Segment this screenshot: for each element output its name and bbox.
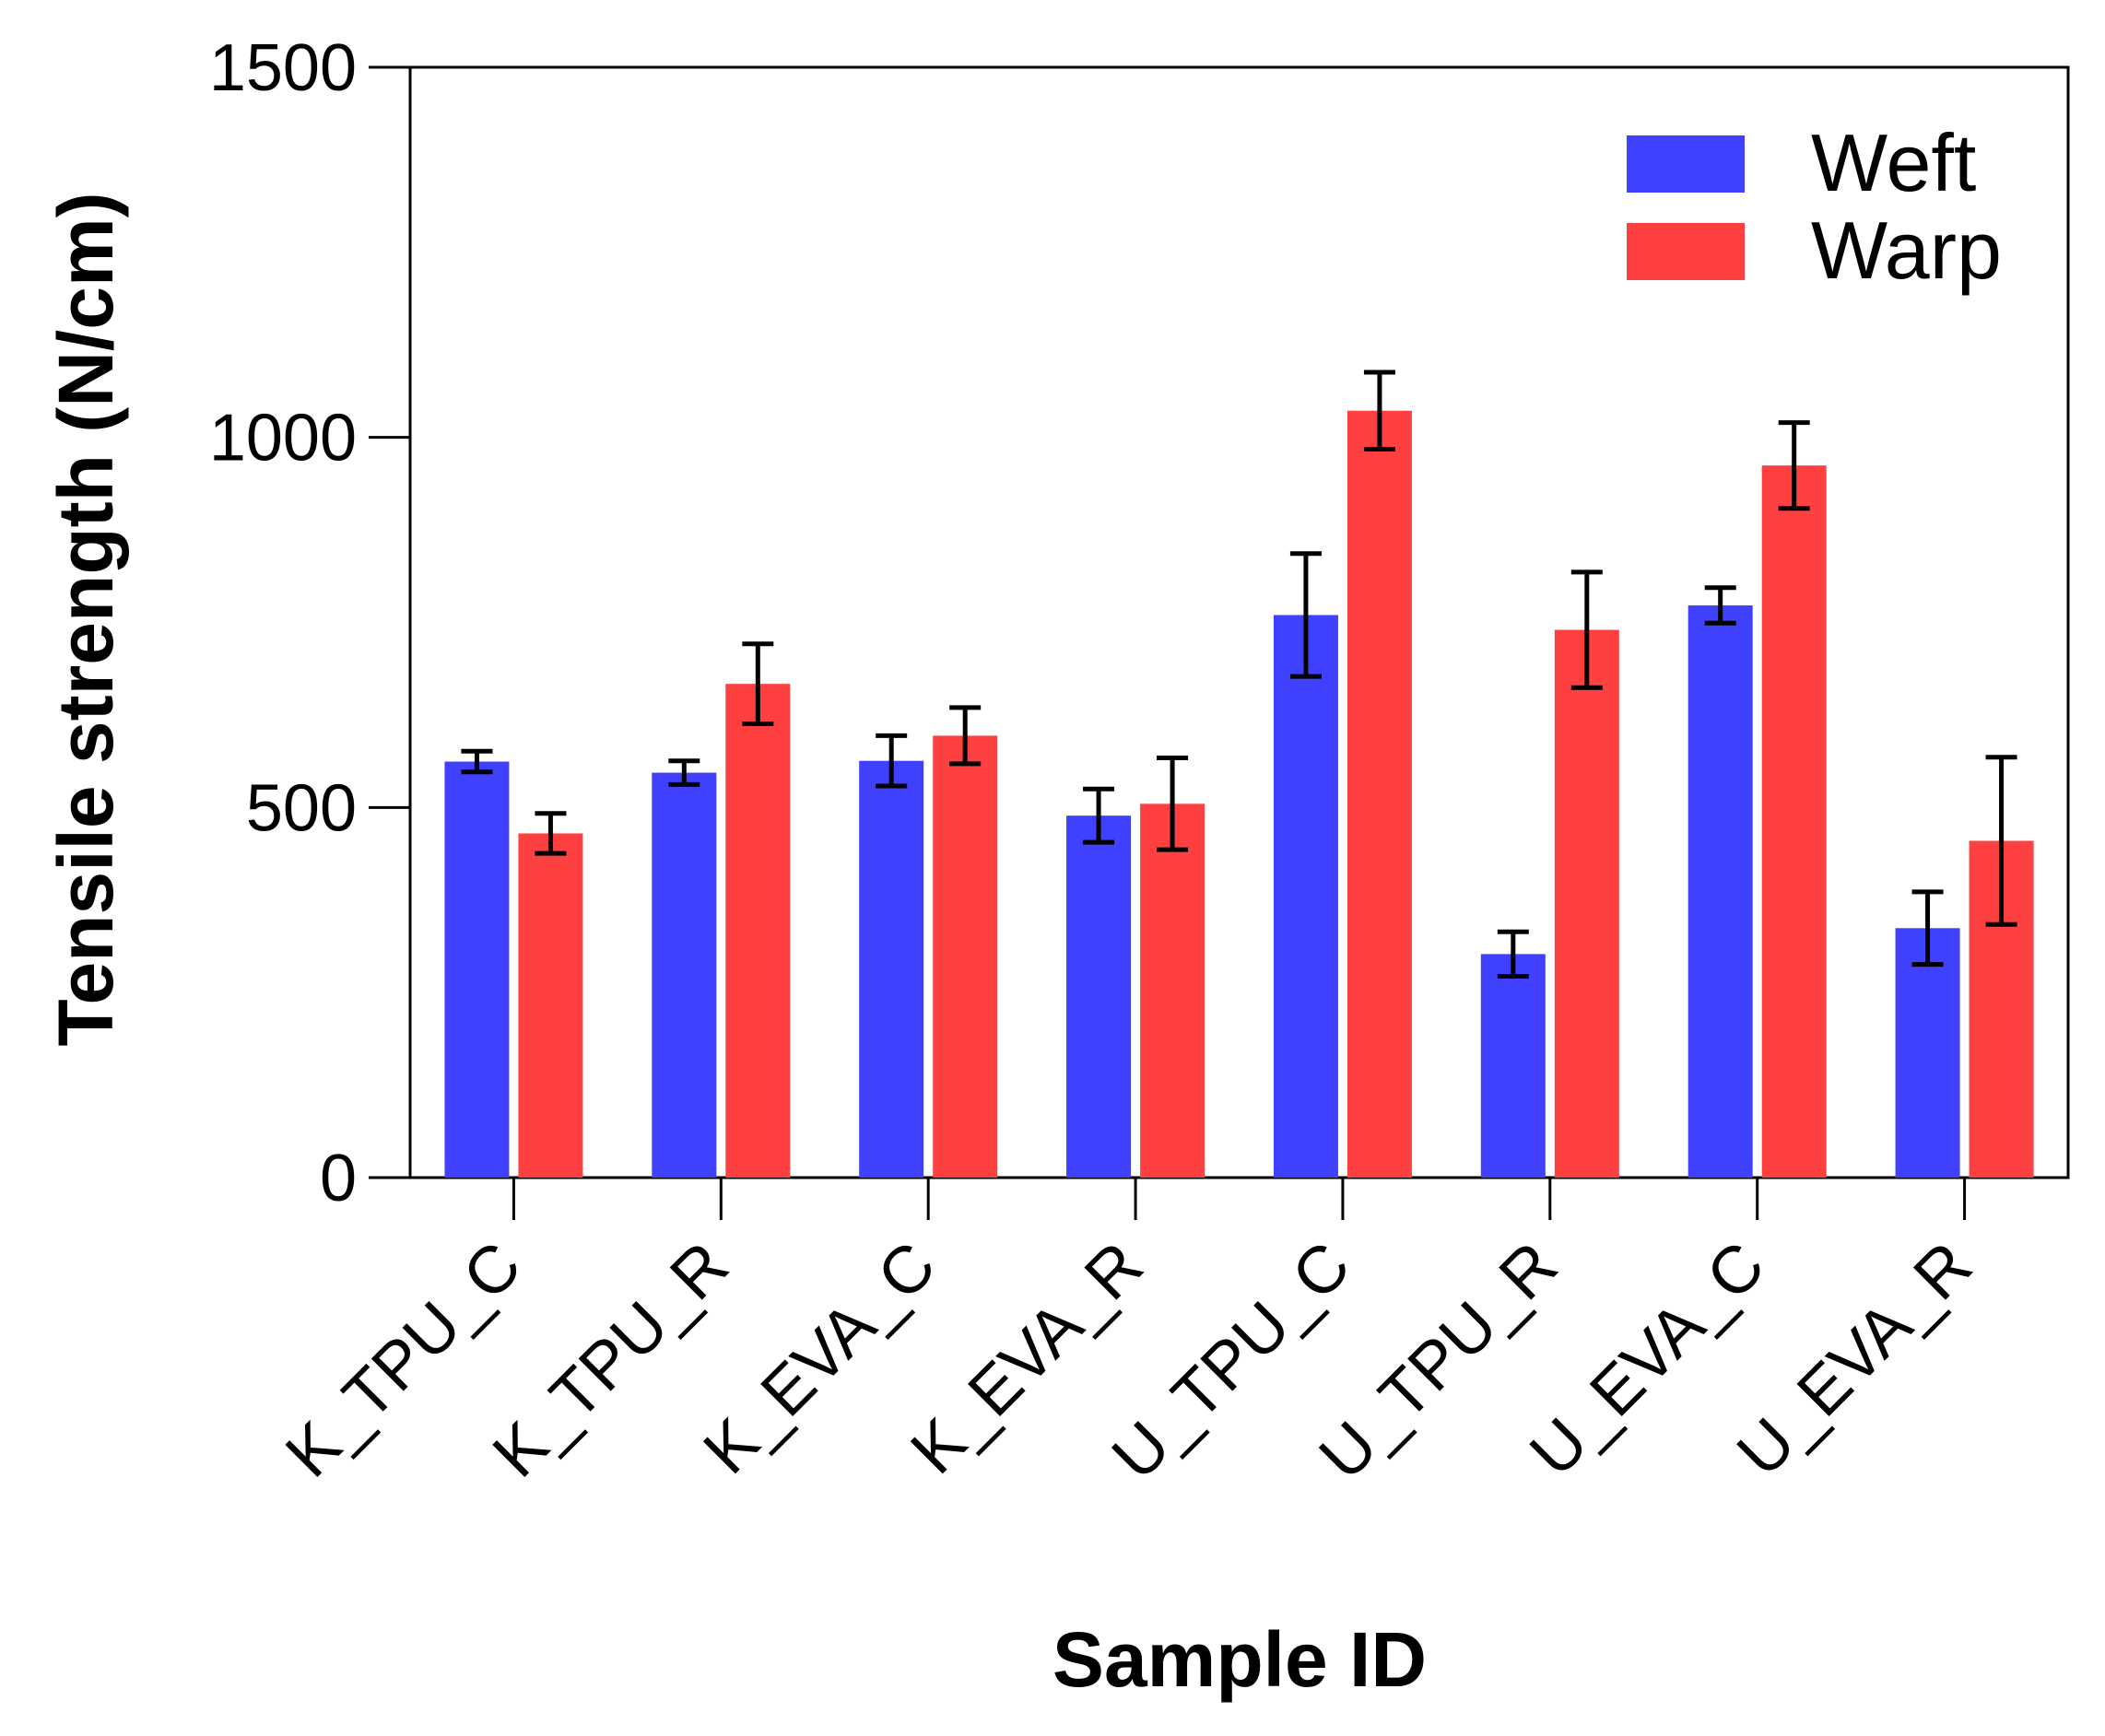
y-tick-label-1000: 1000 — [209, 402, 357, 475]
legend-swatch-warp — [1627, 223, 1745, 280]
bars-group — [444, 410, 2034, 1178]
bar-weft-U_TPU_C — [1273, 615, 1338, 1178]
legend-swatch-weft — [1627, 135, 1745, 193]
error-bars-group — [461, 369, 2017, 979]
y-axis-title: Tensile strength (N/cm) — [42, 192, 129, 1046]
plot-frame — [408, 65, 2070, 1179]
bar-weft-K_EVA_C — [859, 760, 924, 1178]
error-bar-weft-U_EVA_C — [1704, 585, 1736, 626]
legend-label-weft: Weft — [1811, 117, 1976, 208]
y-tick-label-500: 500 — [246, 771, 357, 845]
bar-warp-U_TPU_C — [1346, 410, 1412, 1178]
x-axis: K_TPU_CK_TPU_RK_EVA_CK_EVA_RU_TPU_CU_TPU… — [272, 1178, 1986, 1494]
y-tick-label-1500: 1500 — [209, 31, 357, 105]
bar-weft-K_TPU_C — [444, 761, 510, 1178]
legend-item-warp: Warp — [1627, 205, 2002, 296]
error-bar-weft-K_TPU_C — [461, 748, 493, 775]
y-tick-label-0: 0 — [320, 1142, 357, 1215]
error-bar-weft-U_TPU_R — [1497, 929, 1529, 979]
error-bar-weft-U_EVA_R — [1911, 889, 1944, 968]
bar-weft-K_TPU_R — [652, 772, 717, 1178]
error-bar-weft-K_EVA_C — [876, 733, 908, 789]
legend-label-warp: Warp — [1811, 205, 2002, 296]
error-bar-warp-K_TPU_C — [535, 811, 567, 856]
error-bar-weft-U_TPU_C — [1289, 551, 1322, 679]
bar-warp-U_TPU_R — [1554, 629, 1619, 1178]
bar-warp-K_EVA_C — [933, 735, 998, 1178]
legend-item-weft: Weft — [1627, 117, 1976, 208]
bar-warp-K_TPU_R — [725, 684, 791, 1178]
bar-weft-U_TPU_R — [1480, 954, 1546, 1178]
error-bar-weft-K_TPU_R — [668, 758, 700, 787]
bar-warp-K_TPU_C — [518, 833, 583, 1178]
error-bar-warp-K_EVA_C — [949, 705, 982, 767]
y-axis: 0 500 1000 1500 — [209, 31, 410, 1215]
plot-border — [408, 65, 2070, 1179]
bar-warp-K_EVA_R — [1140, 803, 1205, 1178]
error-bar-warp-U_TPU_C — [1363, 369, 1395, 452]
bar-weft-U_EVA_C — [1688, 605, 1753, 1178]
x-axis-title: Sample ID — [1052, 1616, 1427, 1703]
error-bar-warp-K_TPU_R — [742, 641, 774, 727]
error-bar-warp-K_EVA_R — [1157, 756, 1189, 852]
error-bar-weft-K_EVA_R — [1083, 786, 1115, 845]
error-bar-warp-U_TPU_R — [1570, 569, 1603, 690]
bar-warp-U_EVA_C — [1761, 465, 1827, 1178]
bar-weft-U_EVA_R — [1895, 928, 1960, 1178]
bar-weft-K_EVA_R — [1066, 815, 1132, 1178]
error-bar-warp-U_EVA_R — [1985, 755, 2017, 927]
error-bar-warp-U_EVA_C — [1778, 420, 1810, 511]
